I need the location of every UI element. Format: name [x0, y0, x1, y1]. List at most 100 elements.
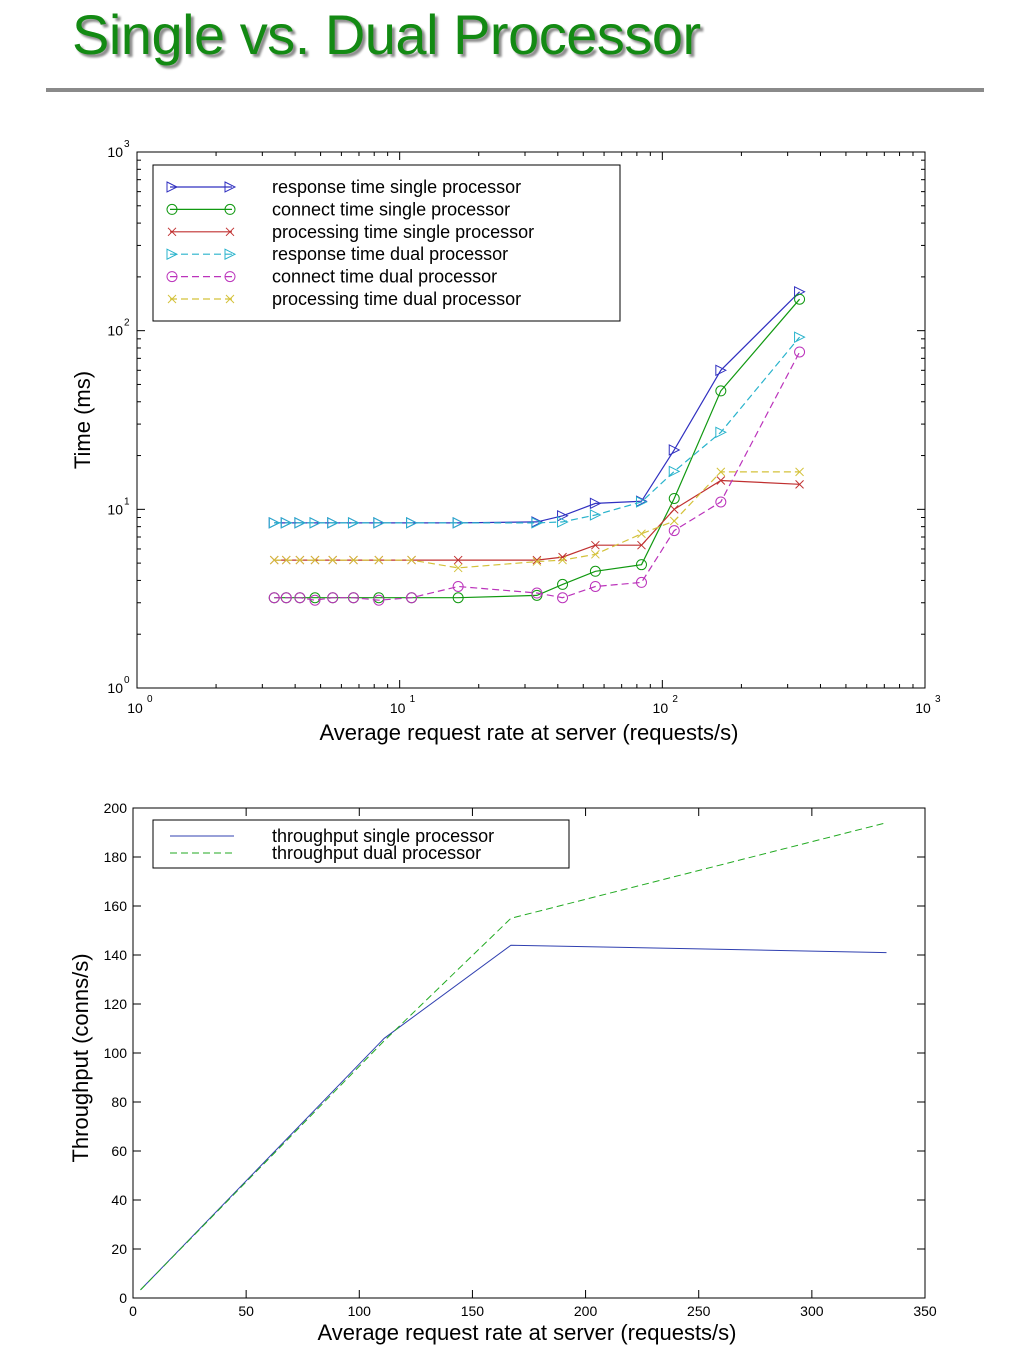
- svg-text:0: 0: [147, 694, 153, 705]
- data-point: [795, 467, 804, 477]
- x-tick-label: 10 0: [127, 694, 153, 716]
- legend-label: connect time dual processor: [272, 267, 497, 287]
- data-point: [669, 516, 679, 526]
- legend-label: response time single processor: [272, 177, 521, 197]
- data-point: [269, 555, 279, 565]
- legend-marker: [225, 227, 235, 237]
- data-point: [668, 492, 680, 504]
- data-point: [591, 540, 600, 550]
- series-line: [140, 822, 887, 1291]
- svg-text:1: 1: [124, 496, 130, 507]
- data-point: [531, 589, 543, 601]
- series-processing-time-dual-processor: [269, 467, 804, 573]
- plot-frame: [132, 807, 926, 1299]
- data-point: [309, 592, 321, 604]
- legend-entry: connect time dual processor: [166, 267, 497, 287]
- x-tick-label: 50: [238, 1303, 254, 1319]
- data-point: [310, 555, 320, 565]
- legend-label: throughput single processor: [272, 826, 494, 846]
- data-point: [327, 592, 339, 604]
- svg-text:10: 10: [915, 700, 931, 716]
- data-point: [635, 496, 648, 508]
- data-point: [268, 592, 280, 604]
- y-tick-label: 40: [111, 1192, 127, 1208]
- data-point: [347, 517, 360, 529]
- data-point: [557, 509, 569, 522]
- legend-entry: throughput single processor: [170, 826, 494, 846]
- svg-text:2: 2: [672, 694, 678, 705]
- legend-box: [152, 164, 621, 322]
- y-tick-label: 10 2: [107, 318, 130, 339]
- data-point: [406, 592, 418, 604]
- y-tick-label: 10 3: [107, 139, 130, 160]
- y-tick-label: 100: [104, 1045, 128, 1061]
- legend-entry: connect time single processor: [166, 199, 510, 219]
- legend-label: throughput dual processor: [272, 843, 481, 863]
- legend-entry: processing time dual processor: [167, 289, 521, 309]
- data-point: [589, 497, 602, 510]
- data-point: [347, 592, 359, 604]
- x-tick-label: 102: [653, 694, 679, 716]
- data-point: [373, 592, 385, 604]
- legend-marker: [167, 294, 177, 304]
- data-point: [589, 509, 602, 521]
- plot-frame: [136, 151, 926, 689]
- series-line: [274, 471, 800, 569]
- data-point: [795, 479, 804, 489]
- legend-label: connect time single processor: [272, 199, 510, 219]
- data-point: [268, 517, 281, 529]
- y-tick-label: 80: [111, 1094, 127, 1110]
- data-point: [407, 555, 416, 565]
- svg-text:10: 10: [107, 501, 123, 517]
- x-tick-label: 300: [800, 1303, 824, 1319]
- data-point: [635, 559, 647, 571]
- legend-marker: [166, 203, 178, 215]
- y-tick-label: 120: [104, 996, 128, 1012]
- x-axis-label: Average request rate at server (requests…: [319, 720, 738, 745]
- svg-text:10: 10: [390, 700, 406, 716]
- data-point: [294, 592, 306, 604]
- legend-marker: [225, 294, 235, 304]
- axes: [132, 807, 926, 1299]
- legend-label: response time dual processor: [272, 244, 508, 264]
- data-point: [558, 555, 567, 565]
- x-tick-label: 200: [574, 1303, 598, 1319]
- data-point: [453, 555, 463, 565]
- y-axis-label: Throughput (conns/s): [68, 953, 93, 1162]
- data-point: [716, 476, 726, 485]
- data-point: [669, 504, 679, 514]
- title-divider: [46, 88, 984, 92]
- svg-text:2: 2: [124, 318, 130, 329]
- data-point: [280, 517, 293, 529]
- svg-text:1: 1: [410, 694, 416, 705]
- series-line: [274, 291, 801, 524]
- data-point: [715, 426, 727, 439]
- slide-title: Single vs. Dual Processor: [72, 3, 701, 66]
- legend-marker: [224, 181, 237, 193]
- data-point: [532, 557, 542, 566]
- series-response-time-dual-processor: [268, 331, 806, 529]
- legend-label: processing time single processor: [272, 222, 534, 242]
- data-point: [374, 555, 384, 565]
- series-line: [140, 944, 887, 1291]
- svg-text:10: 10: [107, 323, 123, 339]
- x-tick-label: 150: [461, 1303, 485, 1319]
- data-point: [452, 592, 464, 604]
- data-point: [532, 555, 542, 565]
- x-tick-label: 350: [913, 1303, 937, 1319]
- data-point: [557, 578, 569, 590]
- y-tick-label: 20: [111, 1241, 127, 1257]
- data-point: [373, 594, 385, 606]
- x-axis-label: Average request rate at server (requests…: [317, 1320, 736, 1345]
- data-point: [349, 555, 358, 565]
- data-point: [373, 517, 385, 529]
- data-point: [637, 529, 646, 539]
- legend-marker: [224, 248, 237, 261]
- data-point: [557, 592, 569, 604]
- data-point: [715, 385, 727, 397]
- data-point: [715, 364, 727, 377]
- legend-marker: [224, 271, 236, 283]
